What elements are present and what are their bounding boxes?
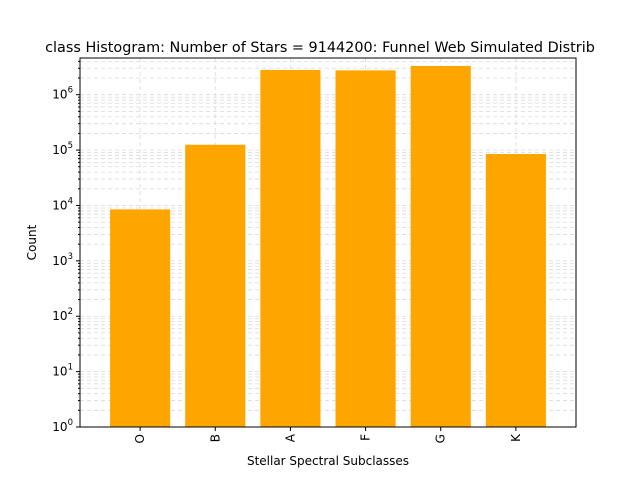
x-tick-label: B (208, 434, 222, 442)
x-tick-label: F (359, 434, 373, 441)
bar-G (410, 65, 471, 427)
bar-K (485, 153, 546, 428)
bar-B (185, 144, 246, 427)
y-tick-label: 102 (52, 307, 73, 323)
x-tick-label: G (434, 434, 448, 443)
y-tick-label: 105 (52, 141, 73, 157)
plot-frame (79, 57, 577, 428)
bar-O (110, 209, 171, 427)
y-axis: 100 101 102 103 104 105 106 (52, 60, 80, 434)
x-axis-label: Stellar Spectral Subclasses (247, 454, 409, 468)
bar-F (335, 70, 396, 427)
x-tick-label: A (283, 433, 297, 442)
y-tick-label: 101 (52, 363, 73, 379)
y-tick-label: 100 (52, 418, 73, 434)
bars (110, 65, 546, 428)
bar-A (260, 69, 321, 427)
y-tick-label: 106 (52, 86, 73, 102)
x-tick-label: K (509, 433, 523, 442)
y-axis-label: Count (25, 224, 39, 260)
y-tick-label: 103 (52, 252, 73, 268)
chart-title: class Histogram: Number of Stars = 91442… (45, 40, 595, 56)
x-tick-label: O (133, 434, 147, 443)
y-tick-label: 104 (52, 196, 73, 212)
